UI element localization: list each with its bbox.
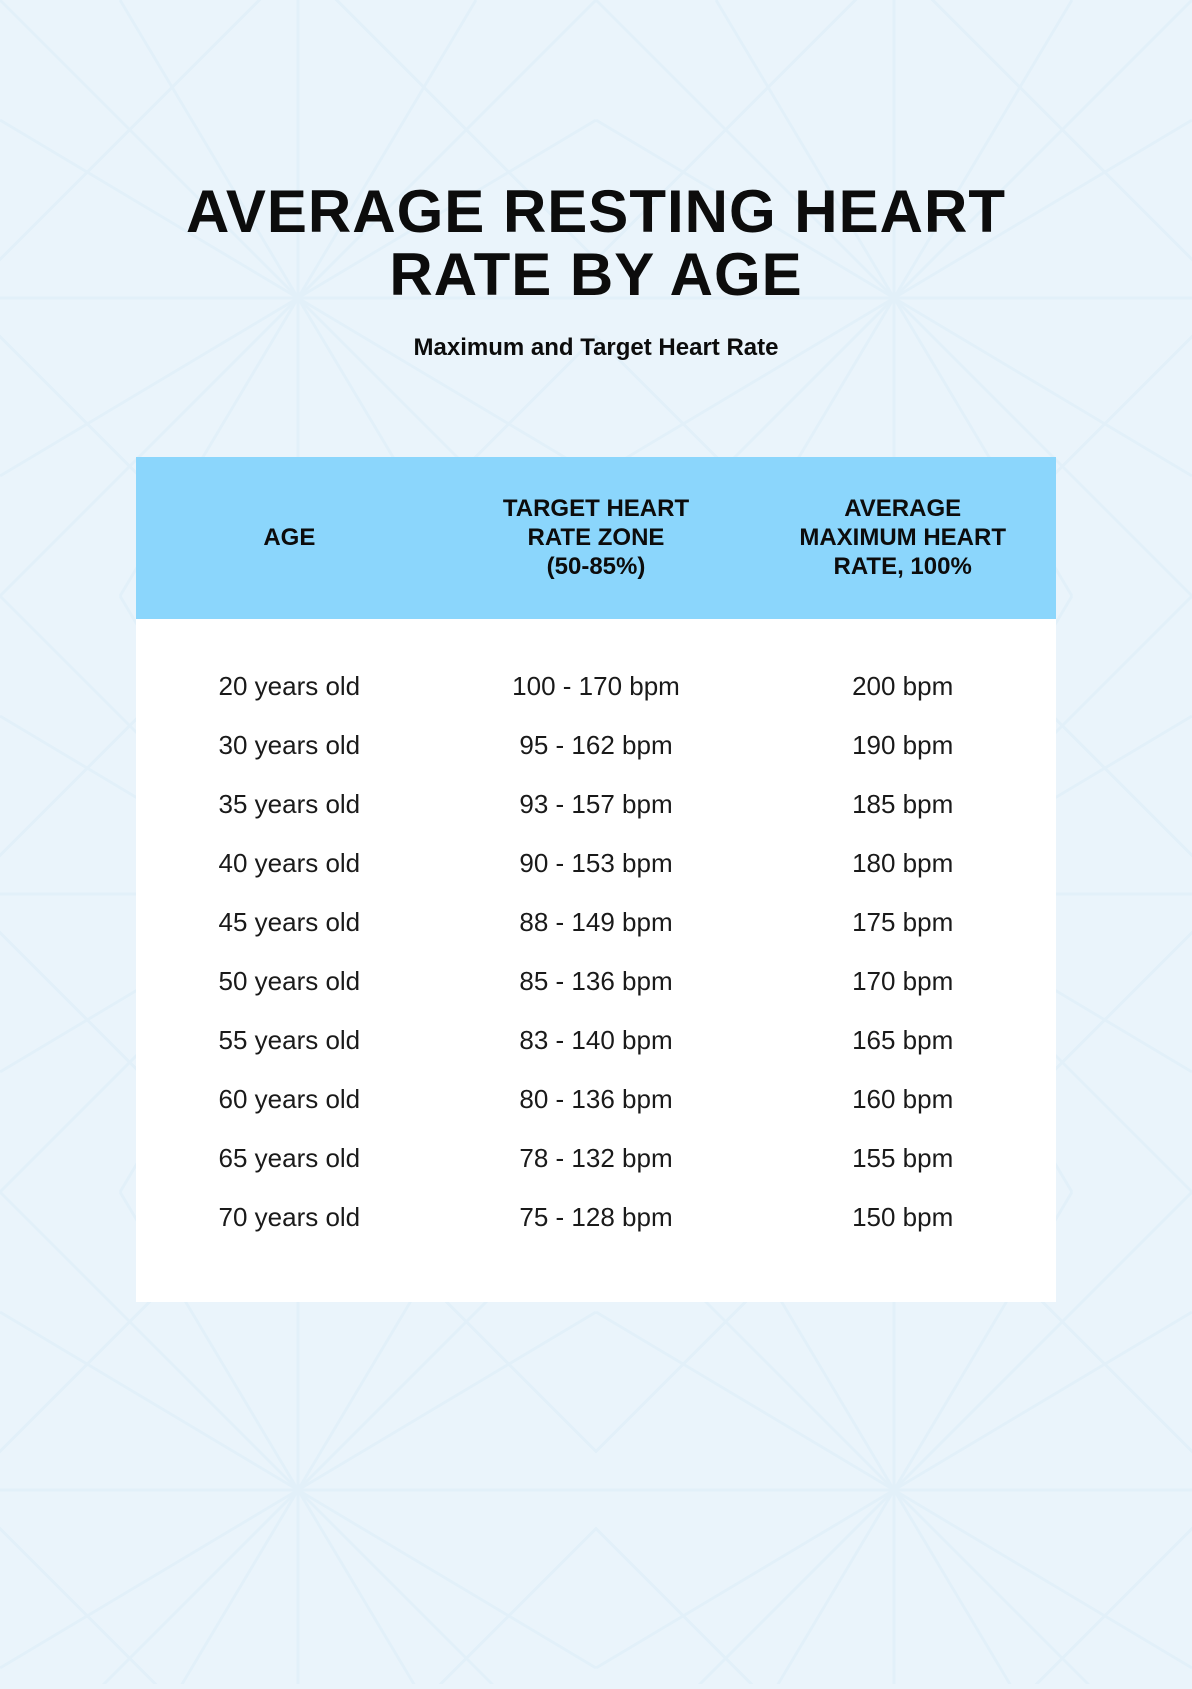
cell-max: 150 bpm: [749, 1202, 1056, 1233]
cell-max: 175 bpm: [749, 907, 1056, 938]
cell-max: 180 bpm: [749, 848, 1056, 879]
table-row: 45 years old88 - 149 bpm175 bpm: [136, 893, 1056, 952]
cell-target: 78 - 132 bpm: [443, 1143, 750, 1174]
cell-age: 60 years old: [136, 1084, 443, 1115]
cell-max: 200 bpm: [749, 671, 1056, 702]
cell-max: 165 bpm: [749, 1025, 1056, 1056]
cell-target: 80 - 136 bpm: [443, 1084, 750, 1115]
cell-target: 85 - 136 bpm: [443, 966, 750, 997]
table-header-row: AGE TARGET HEART RATE ZONE (50-85%) AVER…: [136, 457, 1056, 619]
content-container: AVERAGE RESTING HEART RATE BY AGE Maximu…: [0, 0, 1192, 1302]
cell-max: 155 bpm: [749, 1143, 1056, 1174]
col-header-target: TARGET HEART RATE ZONE (50-85%): [443, 457, 750, 619]
cell-max: 185 bpm: [749, 789, 1056, 820]
cell-age: 30 years old: [136, 730, 443, 761]
cell-max: 190 bpm: [749, 730, 1056, 761]
cell-target: 90 - 153 bpm: [443, 848, 750, 879]
table-row: 70 years old75 - 128 bpm150 bpm: [136, 1188, 1056, 1247]
col-header-max: AVERAGE MAXIMUM HEART RATE, 100%: [749, 457, 1056, 619]
table-row: 30 years old95 - 162 bpm190 bpm: [136, 716, 1056, 775]
cell-age: 40 years old: [136, 848, 443, 879]
cell-target: 83 - 140 bpm: [443, 1025, 750, 1056]
cell-max: 170 bpm: [749, 966, 1056, 997]
cell-age: 70 years old: [136, 1202, 443, 1233]
table-row: 50 years old85 - 136 bpm170 bpm: [136, 952, 1056, 1011]
cell-max: 160 bpm: [749, 1084, 1056, 1115]
cell-target: 100 - 170 bpm: [443, 671, 750, 702]
cell-target: 95 - 162 bpm: [443, 730, 750, 761]
col-header-age: AGE: [136, 457, 443, 619]
page-title: AVERAGE RESTING HEART RATE BY AGE: [186, 180, 1006, 306]
table-row: 60 years old80 - 136 bpm160 bpm: [136, 1070, 1056, 1129]
cell-age: 35 years old: [136, 789, 443, 820]
table-row: 65 years old78 - 132 bpm155 bpm: [136, 1129, 1056, 1188]
cell-age: 45 years old: [136, 907, 443, 938]
heart-rate-table: AGE TARGET HEART RATE ZONE (50-85%) AVER…: [136, 457, 1056, 1302]
cell-age: 50 years old: [136, 966, 443, 997]
table-row: 20 years old100 - 170 bpm200 bpm: [136, 657, 1056, 716]
table-row: 40 years old90 - 153 bpm180 bpm: [136, 834, 1056, 893]
title-line-1: AVERAGE RESTING HEART: [186, 178, 1006, 245]
table-body: 20 years old100 - 170 bpm200 bpm30 years…: [136, 619, 1056, 1302]
cell-target: 75 - 128 bpm: [443, 1202, 750, 1233]
page-subtitle: Maximum and Target Heart Rate: [414, 334, 779, 362]
cell-age: 55 years old: [136, 1025, 443, 1056]
cell-target: 93 - 157 bpm: [443, 789, 750, 820]
cell-age: 20 years old: [136, 671, 443, 702]
cell-target: 88 - 149 bpm: [443, 907, 750, 938]
table-row: 55 years old83 - 140 bpm165 bpm: [136, 1011, 1056, 1070]
cell-age: 65 years old: [136, 1143, 443, 1174]
table-row: 35 years old93 - 157 bpm185 bpm: [136, 775, 1056, 834]
title-line-2: RATE BY AGE: [389, 241, 802, 308]
